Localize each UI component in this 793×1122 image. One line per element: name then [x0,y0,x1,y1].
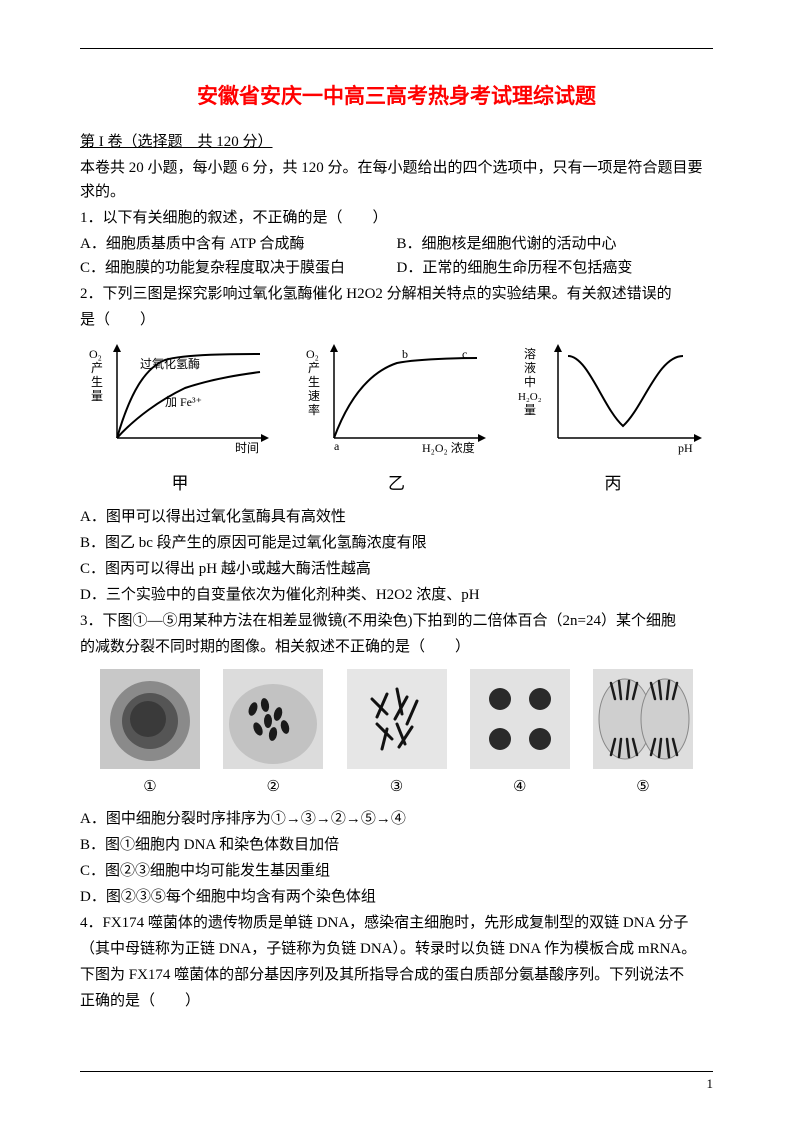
q3-option-a: A．图中细胞分裂时序排序为①→③→②→⑤→④ [80,807,713,831]
svg-text:产: 产 [308,361,320,375]
cell-2: ② [223,669,323,799]
chart-yi-b: b [402,347,408,361]
q1-stem: 1．以下有关细胞的叙述，不正确的是（ ） [80,206,713,230]
svg-text:率: 率 [308,402,320,417]
q1-option-d: D．正常的细胞生命历程不包括癌变 [397,256,714,280]
svg-text:液: 液 [524,360,536,375]
q3-stem-b: 的减数分裂不同时期的图像。相关叙述不正确的是（ ） [80,635,713,659]
chart-jia-line2-label: 加 Fe³⁺ [165,395,202,409]
q3-cell-row: ① ② [80,669,713,799]
q2-stem-b: 是（ ） [80,308,713,332]
exam-title: 安徽省安庆一中高三高考热身考试理综试题 [80,80,713,114]
cell-2-img [223,669,323,769]
cell-1: ① [100,669,200,799]
chart-jia-line1-label: 过氧化氢酶 [140,356,200,371]
q2-chart-row: O₂ 产 生 量 时间 过氧化氢酶 加 Fe³⁺ 甲 O₂ 产 生 [80,338,713,497]
q3-stem-a: 3．下图①—⑤用某种方法在相差显微镜(不用染色)下拍到的二倍体百合（2n=24）… [80,609,713,633]
q1-option-a: A．细胞质基质中含有 ATP 合成酶 [80,232,397,256]
svg-text:量: 量 [524,403,536,417]
section-header: 第 I 卷（选择题 共 120 分） [80,130,713,154]
cell-1-img [100,669,200,769]
svg-text:溶: 溶 [524,346,536,361]
q2-option-b: B．图乙 bc 段产生的原因可能是过氧化氢酶浓度有限 [80,531,713,555]
q1-options-row1: A．细胞质基质中含有 ATP 合成酶 B．细胞核是细胞代谢的活动中心 [80,232,713,256]
q2-option-d: D．三个实验中的自变量依次为催化剂种类、H2O2 浓度、pH [80,583,713,607]
chart-yi-xlabel: H₂O₂ 浓度 [422,440,475,455]
q4-stem-a: 4．FX174 噬菌体的遗传物质是单链 DNA，感染宿主细胞时，先形成复制型的双… [80,911,713,935]
svg-text:速: 速 [308,389,320,403]
svg-text:H₂O₂: H₂O₂ [518,391,542,403]
q2-option-c: C．图丙可以得出 pH 越小或越大酶活性越高 [80,557,713,581]
cell-5: ⑤ [593,669,693,799]
page-number: 1 [707,1076,714,1092]
cell-3-caption: ③ [347,775,447,799]
footer-rule [80,1071,713,1072]
q4-stem-b: （其中母链称为正链 DNA，子链称为负链 DNA）。转录时以负链 DNA 作为模… [80,937,713,961]
chart-jia-caption: 甲 [80,470,280,497]
chart-jia-xlabel: 时间 [235,441,259,455]
q3-option-c: C．图②③细胞中均可能发生基因重组 [80,859,713,883]
q1-option-c: C．细胞膜的功能复杂程度取决于膜蛋白 [80,256,397,280]
cell-3-img [347,669,447,769]
q1-options-row2: C．细胞膜的功能复杂程度取决于膜蛋白 D．正常的细胞生命历程不包括癌变 [80,256,713,280]
svg-text:中: 中 [524,374,536,389]
cell-4: ④ [470,669,570,799]
svg-text:产: 产 [91,361,103,375]
instructions: 本卷共 20 小题，每小题 6 分，共 120 分。在每小题给出的四个选项中，只… [80,156,713,204]
cell-5-img [593,669,693,769]
q3-option-d: D．图②③⑤每个细胞中均含有两个染色体组 [80,885,713,909]
chart-bing-caption: 丙 [513,470,713,497]
svg-text:生: 生 [308,375,320,389]
chart-jia: O₂ 产 生 量 时间 过氧化氢酶 加 Fe³⁺ 甲 [80,338,280,497]
svg-text:O₂: O₂ [306,347,319,361]
page-content: 安徽省安庆一中高三高考热身考试理综试题 第 I 卷（选择题 共 120 分） 本… [0,0,793,1055]
svg-text:量: 量 [91,389,103,403]
cell-2-caption: ② [223,775,323,799]
svg-text:生: 生 [91,375,103,389]
cell-3: ③ [347,669,447,799]
chart-yi-caption: 乙 [297,470,497,497]
chart-jia-svg: O₂ 产 生 量 时间 过氧化氢酶 加 Fe³⁺ [85,338,275,458]
chart-yi-c: c [462,347,467,361]
q2-option-a: A．图甲可以得出过氧化氢酶具有高效性 [80,505,713,529]
top-rule [80,48,713,49]
q4-stem-d: 正确的是（ ） [80,989,713,1013]
chart-bing-xlabel: pH [678,441,693,455]
chart-bing: 溶 液 中 H₂O₂ 量 pH 丙 [513,338,713,497]
q4-stem-c: 下图为 FX174 噬菌体的部分基因序列及其所指导合成的蛋白质部分氨基酸序列。下… [80,963,713,987]
chart-yi-svg: O₂ 产 生 速 率 H₂O₂ 浓度 a b c [302,338,492,458]
chart-bing-svg: 溶 液 中 H₂O₂ 量 pH [518,338,708,458]
cell-1-caption: ① [100,775,200,799]
q3-option-b: B．图①细胞内 DNA 和染色体数目加倍 [80,833,713,857]
q1-option-b: B．细胞核是细胞代谢的活动中心 [397,232,714,256]
svg-text:O₂: O₂ [89,347,102,361]
q2-stem-a: 2．下列三图是探究影响过氧化氢酶催化 H2O2 分解相关特点的实验结果。有关叙述… [80,282,713,306]
cell-5-caption: ⑤ [593,775,693,799]
chart-yi-a: a [334,439,340,453]
chart-yi: O₂ 产 生 速 率 H₂O₂ 浓度 a b c 乙 [297,338,497,497]
cell-4-caption: ④ [470,775,570,799]
cell-4-img [470,669,570,769]
